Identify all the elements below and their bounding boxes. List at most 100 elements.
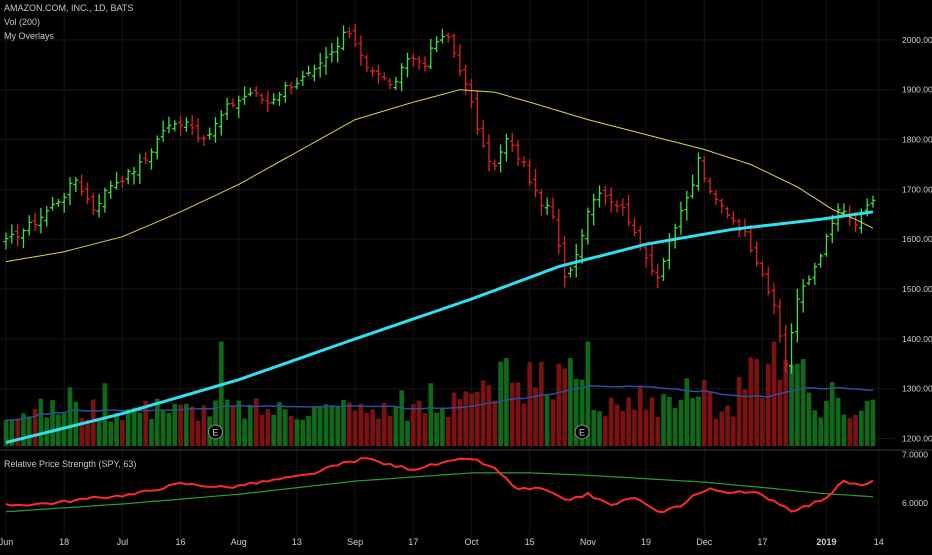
volume-bar — [678, 399, 684, 446]
ohlc-bar — [719, 198, 725, 214]
ohlc-bar — [562, 236, 568, 288]
ohlc-bar — [143, 152, 149, 165]
ohlc-bar — [812, 262, 818, 286]
ohlc-bar — [259, 93, 265, 105]
ohlc-bar — [533, 168, 539, 198]
volume-bar — [9, 420, 15, 446]
ohlc-bar — [486, 134, 492, 172]
volume-bar — [422, 413, 428, 446]
ohlc-bar — [556, 209, 562, 254]
ohlc-bar — [643, 243, 649, 268]
ohlc-bar — [61, 193, 67, 213]
volume-bar — [544, 395, 550, 446]
ohlc-bar — [591, 193, 597, 226]
ohlc-bar — [137, 153, 143, 185]
volume-bar — [509, 382, 515, 446]
ohlc-bar — [690, 174, 696, 199]
ohlc-bar — [207, 127, 213, 140]
ohlc-bar — [765, 266, 771, 296]
ohlc-bar — [358, 35, 364, 66]
volume-bar — [125, 408, 131, 446]
ohlc-bar — [492, 159, 498, 171]
ohlc-bar — [276, 91, 282, 106]
time-tick-label: Aug — [231, 537, 247, 547]
volume-bar — [335, 406, 340, 446]
symbol-title: AMAZON.COM, INC., 1D, BATS — [4, 3, 134, 13]
ohlc-bar — [3, 232, 9, 250]
volume-bar — [282, 409, 288, 446]
volume-bar — [265, 408, 271, 446]
ohlc-bar — [515, 140, 521, 166]
ohlc-bar — [189, 115, 195, 135]
ohlc-bar — [178, 115, 184, 136]
ohlc-bar — [567, 266, 573, 278]
volume-bar — [410, 404, 416, 446]
ohlc-bar — [96, 193, 102, 218]
ohlc-bar — [55, 198, 61, 207]
volume-bar — [573, 379, 579, 446]
price-tick-label: 1200.00 — [902, 434, 932, 444]
volume-bar — [498, 361, 503, 446]
volume-bar — [445, 416, 451, 446]
volume-bar — [870, 399, 876, 446]
volume-bar — [201, 405, 207, 446]
volume-bar — [32, 408, 38, 446]
ohlc-bar — [294, 77, 300, 90]
ohlc-bar — [730, 211, 736, 226]
ohlc-bar — [236, 95, 242, 118]
ohlc-bar — [748, 224, 754, 254]
ohlc-bar — [247, 87, 253, 97]
ohlc-bar — [300, 70, 306, 87]
volume-indicator-label[interactable]: Vol (200) — [4, 17, 41, 27]
volume-bar — [317, 405, 323, 446]
ohlc-bar — [346, 26, 352, 38]
ohlc-bar — [224, 97, 230, 121]
volume-bar — [300, 419, 306, 446]
time-tick-label: Sep — [347, 537, 363, 547]
volume-bar — [259, 414, 265, 446]
volume-bar — [143, 400, 148, 446]
volume-bar — [725, 405, 730, 446]
ohlc-bar — [800, 278, 806, 313]
volume-bar — [847, 418, 853, 446]
ohlc-bar — [823, 233, 829, 257]
volume-bar — [859, 410, 864, 446]
price-tick-label: 1600.00 — [902, 234, 932, 244]
ohlc-bar — [399, 63, 405, 92]
volume-bar — [3, 420, 9, 446]
ohlc-bar — [387, 78, 393, 90]
volume-bar — [760, 398, 765, 446]
volume-bar — [114, 412, 119, 446]
time-tick-label: 17 — [408, 537, 418, 547]
volume-bar — [853, 414, 858, 446]
ohlc-bar — [620, 198, 626, 216]
volume-bar — [800, 359, 806, 446]
volume-bar — [21, 413, 26, 446]
time-tick-label: 16 — [176, 537, 186, 547]
price-tick-label: 1300.00 — [902, 384, 932, 394]
axes: 2000.00 1900.00 1800.00 1700.00 1600.00 1500.… — [0, 35, 932, 547]
ohlc-bar — [201, 135, 207, 146]
volume-bar — [771, 341, 777, 446]
volume-bar — [818, 417, 823, 446]
rs-line — [5, 457, 874, 514]
volume-bar — [358, 403, 364, 446]
volume-bar — [294, 419, 300, 446]
volume-bar — [393, 405, 399, 446]
overlays-label[interactable]: My Overlays — [4, 31, 55, 41]
indicator-title[interactable]: Relative Price Strength (SPY, 63) — [4, 459, 137, 469]
volume-bar — [120, 420, 125, 446]
ohlc-bar — [527, 159, 533, 187]
moving-averages — [5, 89, 874, 444]
volume-bar — [597, 411, 602, 446]
volume-bar — [789, 364, 794, 446]
volume-bar — [841, 414, 847, 446]
rs-tick-label: 6.0000 — [902, 498, 928, 508]
volume-bar — [323, 404, 329, 446]
rs-moving-average — [5, 472, 874, 513]
volume-bar — [829, 382, 835, 446]
ohlc-bar — [416, 55, 422, 71]
volume-bar — [224, 399, 230, 446]
